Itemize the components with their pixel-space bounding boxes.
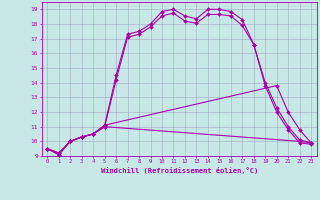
X-axis label: Windchill (Refroidissement éolien,°C): Windchill (Refroidissement éolien,°C) (100, 167, 258, 174)
